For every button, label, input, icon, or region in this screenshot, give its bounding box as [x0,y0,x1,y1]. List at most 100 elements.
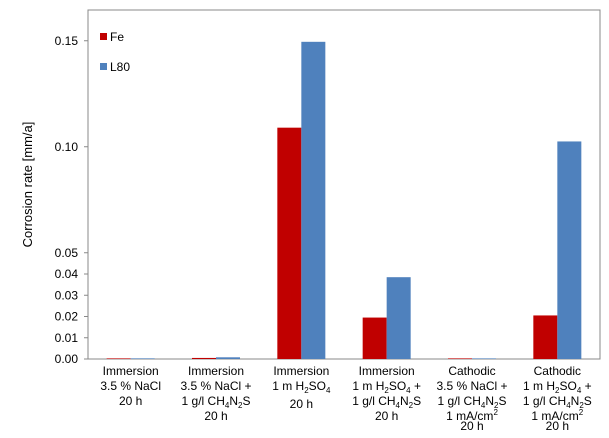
bar-fe-6 [533,315,558,359]
category-text: 2 [238,401,243,410]
category-text: N [400,394,409,408]
category-text: SO [559,379,576,393]
category-text: 3.5 % NaCl [100,379,161,393]
category-line: 20 h [460,419,483,433]
legend-swatch-fe [100,33,107,40]
category-text: N [485,394,494,408]
category-text: 2 [304,386,309,395]
category-text: 1 m H [352,379,384,393]
category-text: 2 [579,401,584,410]
bar-fe-5 [448,358,472,359]
category-text: S [413,394,421,408]
bar-l80-6 [557,141,582,359]
category-label: Cathodic 3.5 % NaCl +1 g/l CH4N2S 1 mA/cm2… [436,364,507,433]
category-text: 4 [225,401,230,410]
category-text: S [242,394,250,408]
bar-l80-1 [130,358,155,359]
category-text: 20 h [460,419,483,433]
bar-l80-4 [386,277,411,359]
category-line: 20 h [375,409,398,423]
category-line: 1 m H2SO4 + [523,379,592,395]
category-text: S [584,394,592,408]
category-text: + [581,379,591,393]
category-text: Immersion [188,364,244,378]
category-label: Cathodic 1 m H2SO4 +1 g/l CH4N2S 1 mA/cm2 2… [523,364,592,433]
y-axis: 0.00 0.01 0.02 0.03 0.04 0.05 0.10 0.15 [55,34,88,366]
category-text: 20 h [119,394,142,408]
category-text: 4 [577,386,582,395]
category-text: 2 [493,408,498,417]
bar-fe-1 [106,358,131,359]
category-text: N [229,394,238,408]
category-text: 4 [396,401,401,410]
category-text: SO [309,379,326,393]
legend: Fe L80 [100,30,130,74]
category-text: 1 m H [272,379,304,393]
category-text: 20 h [546,419,569,433]
category-text: 1 g/l CH [182,394,225,408]
category-line: 3.5 % NaCl [100,379,161,393]
category-text: + [411,379,421,393]
category-label: Immersion 3.5 % NaCl 20 h [100,364,161,408]
category-text: Cathodic [448,364,495,378]
category-text: SO [389,379,406,393]
category-text: 20 h [204,409,227,423]
category-text: 1 g/l CH [352,394,395,408]
category-line: 1 g/l CH4N2S [438,394,507,410]
category-line: Cathodic [448,364,495,378]
category-text: 1 mA/cm [531,409,578,423]
category-label: Immersion 1 m H2SO4 20 h [272,364,331,411]
category-text: 4 [481,401,486,410]
category-line: 20 h [290,397,313,411]
category-line: 20 h [119,394,142,408]
category-text: Immersion [273,364,329,378]
category-line: 1 mA/cm2 [446,408,498,423]
category-text: 2 [494,401,499,410]
category-text: S [498,394,506,408]
bar-l80-2 [216,357,240,359]
category-text: 3.5 % NaCl + [180,379,251,393]
category-text: 2 [579,408,584,417]
category-text: 4 [566,401,571,410]
category-text: N [571,394,580,408]
y-tick-label: 0.10 [55,140,79,154]
y-tick-label: 0.02 [55,310,79,324]
category-line: Immersion [359,364,415,378]
category-text: 2 [555,386,560,395]
y-tick-label: 0.05 [55,246,79,260]
category-line: Immersion [103,364,159,378]
category-text: 1 m H [523,379,555,393]
legend-label-fe: Fe [110,30,124,44]
y-axis-label: Corrosion rate [mm/a] [20,122,35,248]
category-line: Immersion [273,364,329,378]
y-tick-label: 0.03 [55,288,79,302]
category-line: 20 h [204,409,227,423]
category-text: 1 g/l CH [523,394,566,408]
category-line: 1 mA/cm2 [531,408,583,423]
legend-swatch-l80 [100,63,107,70]
category-text: 1 mA/cm [446,409,493,423]
category-line: 3.5 % NaCl + [436,379,507,393]
category-line: 20 h [546,419,569,433]
category-text: 2 [384,386,389,395]
y-tick-label: 0.01 [55,331,79,345]
category-text: Cathodic [534,364,581,378]
plot-frame [87,9,601,360]
category-text: 2 [409,401,414,410]
category-line: 1 g/l CH4N2S [352,394,421,410]
y-tick-label: 0.00 [55,352,79,366]
bar-fe-2 [192,357,216,359]
category-line: 1 m H2SO4 + [352,379,421,395]
category-line: 1 m H2SO4 [272,379,331,395]
bars [106,41,582,360]
category-text: 20 h [375,409,398,423]
bar-l80-5 [472,358,496,359]
category-text: Immersion [359,364,415,378]
category-label: Immersion 3.5 % NaCl +1 g/l CH4N2S 20 h [180,364,251,423]
category-text: 4 [406,386,411,395]
category-line: 3.5 % NaCl + [180,379,251,393]
legend-label-l80: L80 [110,60,130,74]
category-text: Immersion [103,364,159,378]
